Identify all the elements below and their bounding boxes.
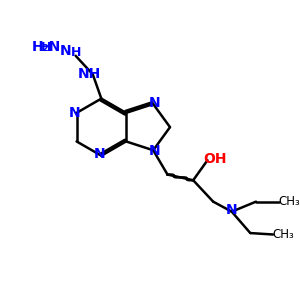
Text: N: N xyxy=(60,44,71,58)
Text: CH₃: CH₃ xyxy=(272,228,294,241)
Text: H₂N: H₂N xyxy=(32,40,62,54)
Text: OH: OH xyxy=(204,152,227,166)
Text: N: N xyxy=(226,203,238,217)
Text: NH: NH xyxy=(78,67,101,81)
Text: N: N xyxy=(94,147,106,161)
Text: H: H xyxy=(41,41,51,54)
Text: N: N xyxy=(68,106,80,120)
Text: H: H xyxy=(70,46,81,59)
Text: N: N xyxy=(149,144,161,158)
Text: N: N xyxy=(149,96,161,110)
Text: CH₃: CH₃ xyxy=(278,195,300,208)
